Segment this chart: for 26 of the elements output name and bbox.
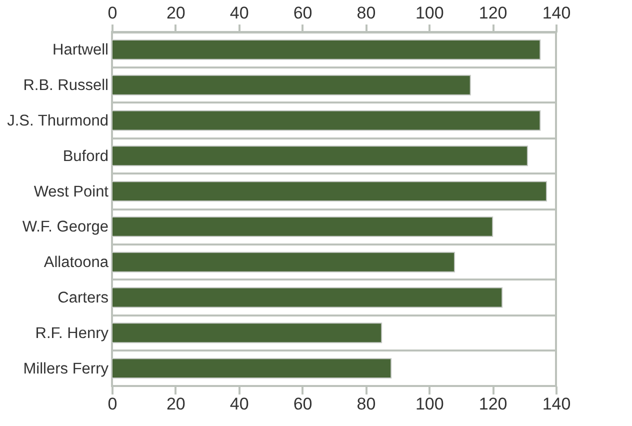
y-tick-label: J.S. Thurmond (7, 112, 108, 130)
y-tick-label: Millers Ferry (23, 360, 109, 378)
x2-tick-label: 20 (166, 4, 186, 22)
x-tick-label: 40 (230, 394, 249, 414)
y-tick-label: W.F. George (22, 218, 108, 236)
y-tick-label: Hartwell (52, 42, 108, 59)
x2-tick-label: 140 (542, 4, 571, 22)
x2-tick-label: 80 (356, 4, 376, 22)
x2-tick-label: 0 (108, 4, 118, 22)
y-tick-label: Allatoona (44, 254, 109, 272)
y-tick-label: West Point (34, 183, 110, 200)
x-tick-label: 140 (542, 394, 571, 414)
x-tick-label: 20 (166, 394, 186, 414)
x2-tick-label: 40 (230, 4, 249, 22)
x-tick-label: 60 (293, 394, 312, 414)
x2-tick-label: 100 (415, 4, 444, 22)
x2-tick-label: 120 (478, 4, 508, 22)
x-tick-label: 100 (415, 394, 444, 414)
y-tick-label: Buford (62, 148, 108, 165)
x-tick-label: 80 (356, 394, 376, 414)
y-tick-label: R.F. Henry (35, 324, 109, 342)
y-tick-label: Carters (58, 290, 109, 306)
x-tick-label: 120 (478, 394, 508, 414)
x-tick-label: 0 (108, 394, 118, 414)
y-tick-label: R.B. Russell (23, 77, 108, 94)
x2-tick-label: 60 (293, 4, 312, 22)
